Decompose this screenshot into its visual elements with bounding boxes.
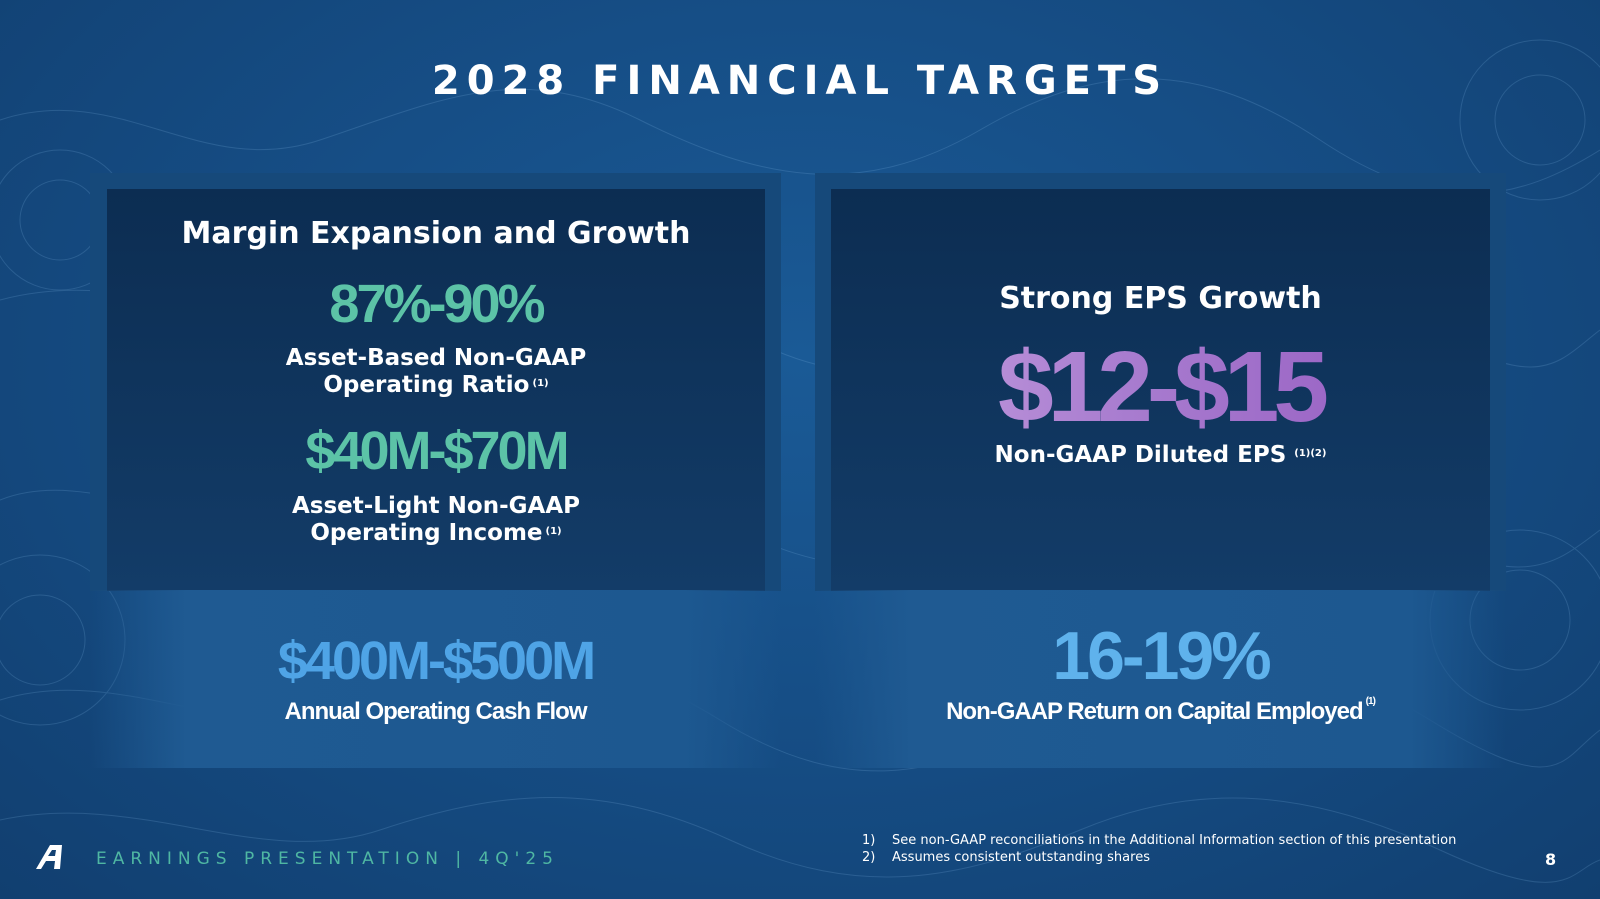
page-number: 8 xyxy=(1545,850,1557,869)
cash-flow-label: Annual Operating Cash Flow xyxy=(284,698,587,725)
roce-label-row: Non-GAAP Return on Capital Employed (1) xyxy=(815,696,1506,726)
operating-income-label-line2-row: Operating Income (1) xyxy=(107,520,765,547)
footnote-2-num: 2) xyxy=(862,850,876,865)
roce-value: 16-19% xyxy=(1052,618,1271,694)
footnote-2: 2) Assumes consistent outstanding shares xyxy=(862,849,1456,866)
footnotes: 1) See non-GAAP reconciliations in the Ad… xyxy=(862,832,1456,866)
eps-label: Non-GAAP Diluted EPS xyxy=(994,442,1287,468)
footnote-marker: (1)(2) xyxy=(1294,448,1327,459)
operating-ratio-label: Asset-Based Non-GAAP Operating Ratio (1) xyxy=(107,345,765,399)
footnote-2-text: Assumes consistent outstanding shares xyxy=(892,850,1150,865)
bottom-left-stripe xyxy=(90,590,781,768)
footnote-1: 1) See non-GAAP reconciliations in the Ad… xyxy=(862,832,1456,849)
operating-income-label-line2: Operating Income xyxy=(310,520,543,546)
right-panel xyxy=(831,189,1490,591)
left-panel xyxy=(107,189,765,591)
footnote-1-text: See non-GAAP reconciliations in the Addi… xyxy=(892,833,1457,848)
roce-label: Non-GAAP Return on Capital Employed xyxy=(946,698,1364,725)
left-panel-heading: Margin Expansion and Growth xyxy=(181,216,691,251)
eps-label-row: Non-GAAP Diluted EPS (1)(2) xyxy=(831,442,1490,469)
bottom-right-stripe xyxy=(815,590,1506,768)
page-title: 2028 FINANCIAL TARGETS xyxy=(431,58,1169,104)
footnote-1-num: 1) xyxy=(862,833,876,848)
operating-ratio-value: 87%-90% xyxy=(329,274,545,334)
operating-income-label: Asset-Light Non-GAAP Operating Income (1) xyxy=(107,493,765,547)
footnote-marker: (1) xyxy=(532,378,549,389)
eps-value: $12-$15 xyxy=(831,330,1490,445)
operating-income-value: $40M-$70M xyxy=(305,421,569,481)
operating-ratio-label-line2-row: Operating Ratio (1) xyxy=(107,372,765,399)
company-logo-icon xyxy=(36,845,62,869)
footnote-marker: (1) xyxy=(1365,696,1376,707)
cash-flow-value: $400M-$500M xyxy=(277,631,596,691)
footnote-marker: (1) xyxy=(545,526,562,537)
presentation-label: EARNINGS PRESENTATION | 4Q'25 xyxy=(96,849,559,869)
operating-ratio-label-line1: Asset-Based Non-GAAP xyxy=(285,345,587,371)
operating-income-label-line1: Asset-Light Non-GAAP xyxy=(291,493,580,519)
right-panel-heading: Strong EPS Growth xyxy=(999,281,1322,316)
operating-ratio-label-line2: Operating Ratio xyxy=(323,372,530,398)
